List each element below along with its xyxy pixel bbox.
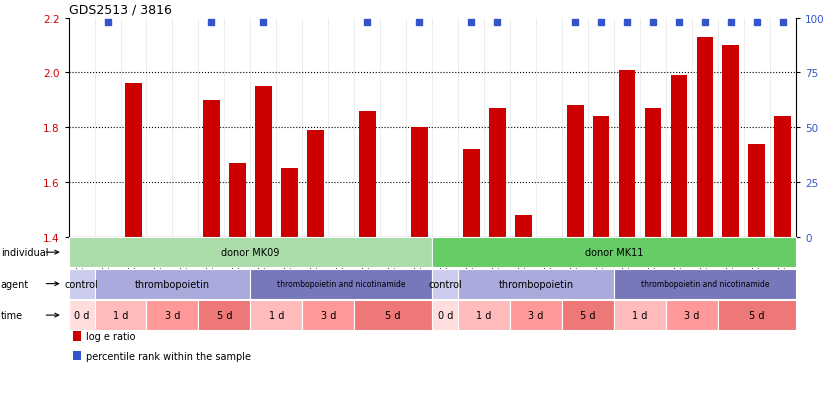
Text: 1 d: 1 d [477,310,492,320]
Text: log e ratio: log e ratio [86,331,135,341]
Text: thrombopoietin and nicotinamide: thrombopoietin and nicotinamide [640,280,769,288]
Bar [410,128,428,237]
Bar [489,109,506,237]
Bar [722,46,739,237]
Bar [229,164,246,237]
Text: 3 d: 3 d [685,310,700,320]
Bar [359,112,375,237]
Text: time: time [1,310,23,320]
Text: 3 d: 3 d [321,310,336,320]
Bar [593,117,609,237]
Bar [463,150,480,237]
Text: donor MK11: donor MK11 [585,247,643,258]
Bar [567,106,584,237]
Bar [696,38,713,237]
Bar [515,216,532,237]
Text: 3 d: 3 d [528,310,543,320]
Text: thrombopoietin and nicotinamide: thrombopoietin and nicotinamide [277,280,405,288]
Text: control: control [428,279,462,289]
Text: individual: individual [1,247,48,258]
Text: percentile rank within the sample: percentile rank within the sample [86,351,251,361]
Text: agent: agent [1,279,29,289]
Text: GDS2513 / 3816: GDS2513 / 3816 [69,3,171,16]
Text: 1 d: 1 d [113,310,128,320]
Text: 0 d: 0 d [437,310,453,320]
Bar [125,84,142,237]
Text: 5 d: 5 d [580,310,596,320]
Bar [281,169,298,237]
Bar [645,109,661,237]
Text: 5 d: 5 d [217,310,232,320]
Text: thrombopoietin: thrombopoietin [135,279,210,289]
Text: control: control [64,279,99,289]
Text: 1 d: 1 d [632,310,648,320]
Text: 5 d: 5 d [385,310,401,320]
Bar [670,76,687,237]
Text: donor MK09: donor MK09 [222,247,279,258]
Bar [619,71,635,237]
Bar [748,145,765,237]
Bar [255,87,272,237]
Text: 5 d: 5 d [749,310,765,320]
Bar [774,117,792,237]
Text: 0 d: 0 d [74,310,89,320]
Bar [203,101,220,237]
Text: thrombopoietin: thrombopoietin [498,279,573,289]
Text: 3 d: 3 d [165,310,180,320]
Text: 1 d: 1 d [268,310,284,320]
Bar [307,131,324,237]
